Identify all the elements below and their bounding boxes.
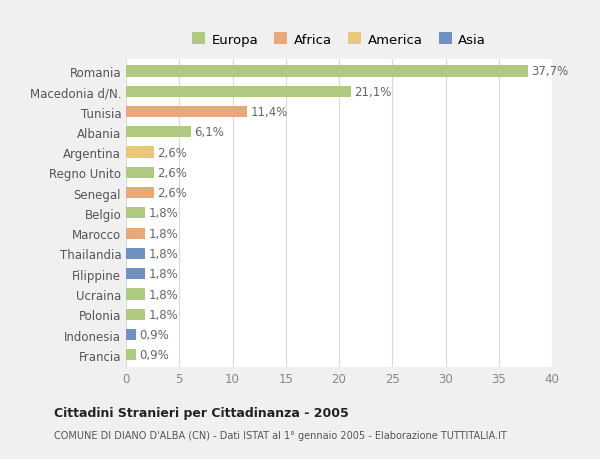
Text: 2,6%: 2,6%	[157, 167, 187, 179]
Text: 6,1%: 6,1%	[194, 126, 224, 139]
Bar	[126, 127, 191, 138]
Text: 0,9%: 0,9%	[139, 328, 169, 341]
Bar	[126, 168, 154, 179]
Text: 11,4%: 11,4%	[251, 106, 288, 119]
Text: 0,9%: 0,9%	[139, 348, 169, 362]
Bar	[126, 208, 145, 219]
Bar	[126, 106, 247, 118]
Bar	[126, 289, 145, 300]
Text: 2,6%: 2,6%	[157, 187, 187, 200]
Bar	[126, 66, 527, 78]
Text: 2,6%: 2,6%	[157, 146, 187, 159]
Bar	[126, 329, 136, 341]
Legend: Europa, Africa, America, Asia: Europa, Africa, America, Asia	[188, 29, 490, 50]
Bar	[126, 147, 154, 158]
Bar	[126, 228, 145, 239]
Text: 1,8%: 1,8%	[148, 308, 178, 321]
Text: COMUNE DI DIANO D'ALBA (CN) - Dati ISTAT al 1° gennaio 2005 - Elaborazione TUTTI: COMUNE DI DIANO D'ALBA (CN) - Dati ISTAT…	[54, 431, 507, 441]
Text: 1,8%: 1,8%	[148, 268, 178, 280]
Bar	[126, 309, 145, 320]
Text: 21,1%: 21,1%	[354, 85, 391, 99]
Text: 1,8%: 1,8%	[148, 247, 178, 260]
Bar	[126, 269, 145, 280]
Bar	[126, 188, 154, 199]
Text: 1,8%: 1,8%	[148, 288, 178, 301]
Text: 1,8%: 1,8%	[148, 207, 178, 220]
Bar	[126, 86, 351, 98]
Bar	[126, 248, 145, 259]
Bar	[126, 349, 136, 361]
Text: 37,7%: 37,7%	[531, 65, 568, 78]
Text: Cittadini Stranieri per Cittadinanza - 2005: Cittadini Stranieri per Cittadinanza - 2…	[54, 406, 349, 419]
Text: 1,8%: 1,8%	[148, 227, 178, 240]
